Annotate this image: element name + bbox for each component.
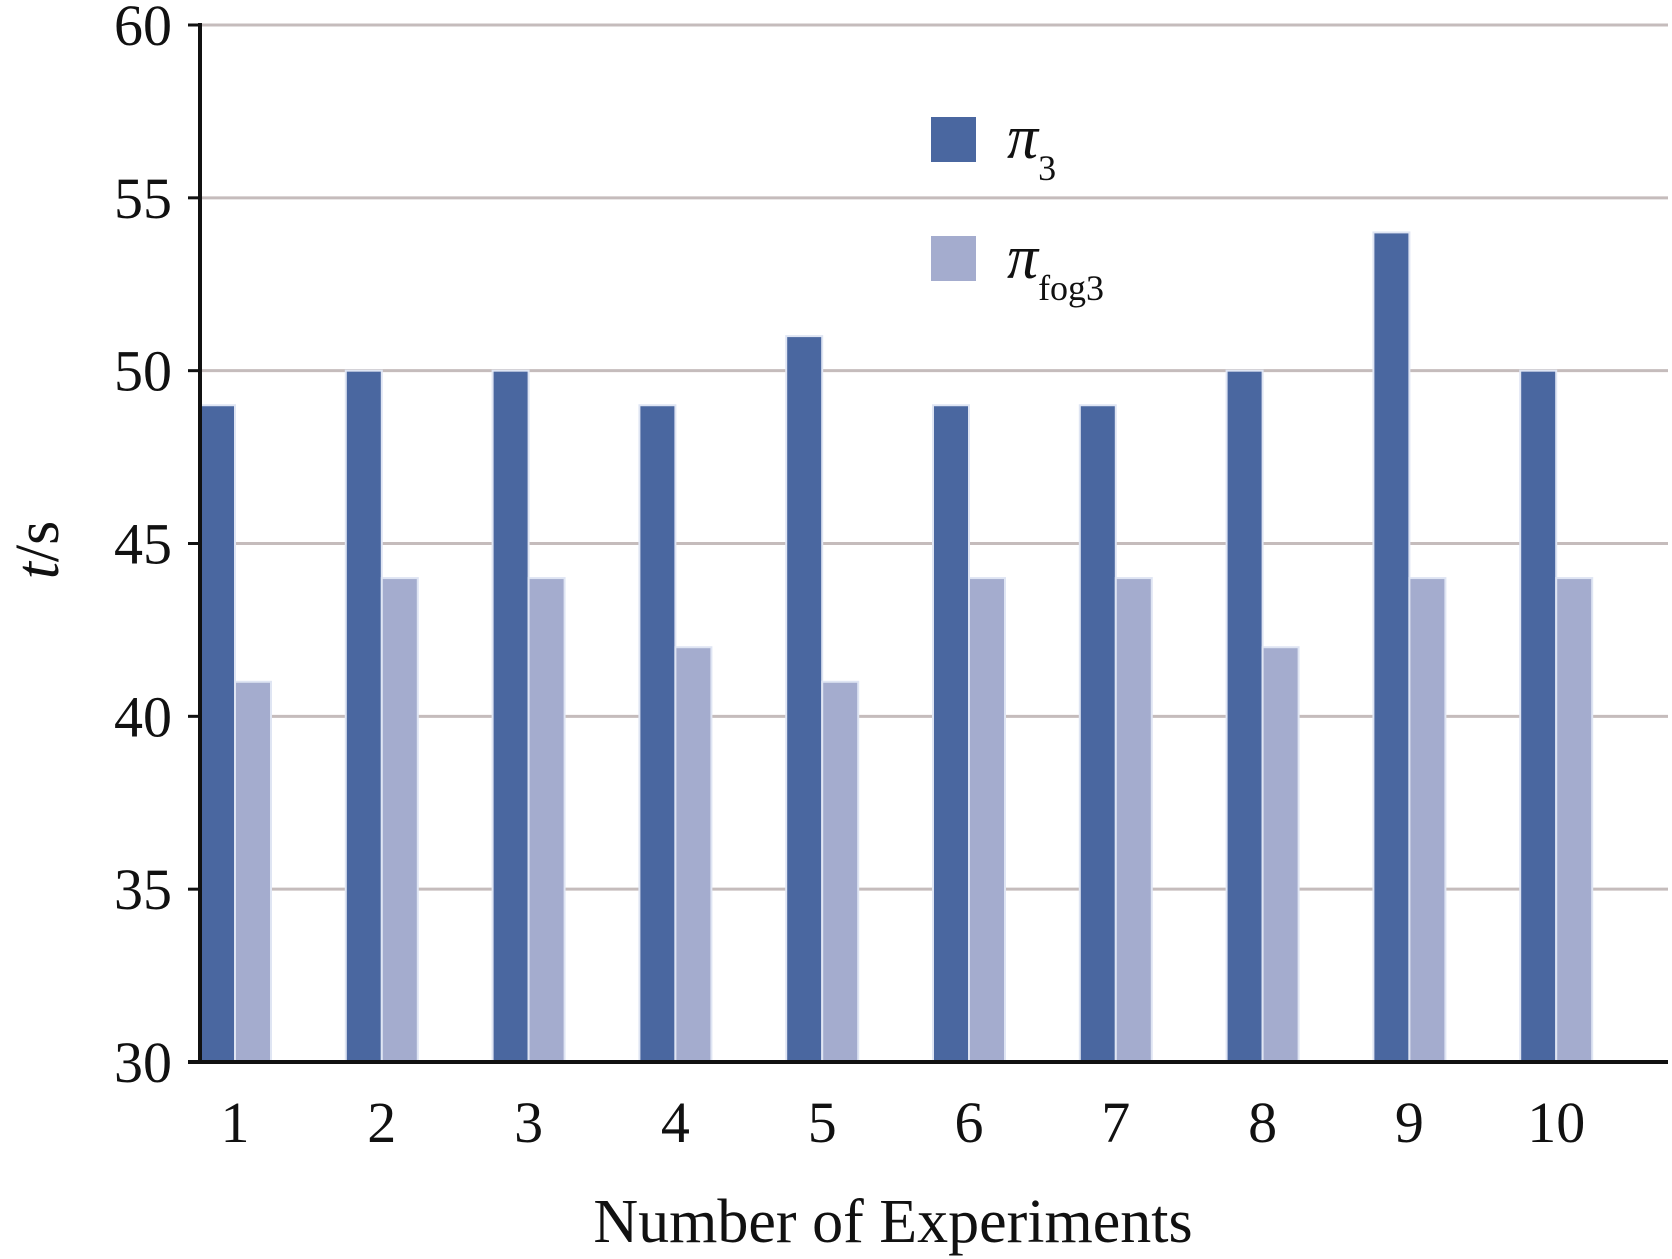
y-tick-label-40: 40 (114, 684, 172, 749)
x-tick-label-8: 8 (1248, 1090, 1277, 1155)
x-tick-label-9: 9 (1395, 1090, 1424, 1155)
y-axis-title: t/s (4, 521, 72, 580)
bar-series1-exp2 (344, 369, 383, 1063)
y-tick-label-50: 50 (114, 339, 172, 404)
x-tick-label-10: 10 (1527, 1090, 1585, 1155)
x-tick-label-7: 7 (1101, 1090, 1130, 1155)
bar-series2-exp5 (821, 680, 860, 1063)
legend: π3 πfog3 (931, 104, 1104, 308)
y-axis-variable: t (4, 560, 72, 579)
x-axis-title: Number of Experiments (593, 1188, 1192, 1256)
bar-series1-exp3 (491, 369, 530, 1063)
y-tick-label-30: 30 (114, 1030, 172, 1095)
bar-series1-exp6 (932, 404, 970, 1063)
bar-series1-exp9 (1372, 231, 1411, 1063)
x-tick-label-4: 4 (661, 1090, 690, 1155)
bar-series2-exp3 (527, 577, 566, 1063)
x-tick-labels: 1 2 3 4 5 6 7 8 9 10 (221, 1090, 1586, 1155)
x-tick-label-1: 1 (221, 1090, 250, 1155)
bar-series2-exp9 (1408, 577, 1447, 1063)
y-tick-label-60: 60 (114, 0, 172, 58)
bar-series2-exp2 (380, 577, 419, 1063)
bar-series1-exp7 (1078, 404, 1117, 1063)
bar-series2-exp7 (1114, 577, 1153, 1063)
legend-label-pi3: π3 (1007, 104, 1056, 188)
bar-series2-exp6 (968, 577, 1006, 1063)
bar-series2-exp8 (1261, 646, 1300, 1063)
bar-series1-exp10 (1519, 369, 1558, 1063)
legend-label-pifog3: πfog3 (1007, 224, 1104, 308)
x-tick-label-6: 6 (955, 1090, 984, 1155)
x-tick-label-2: 2 (367, 1090, 396, 1155)
bars (198, 231, 1594, 1064)
y-tick-label-55: 55 (114, 166, 172, 231)
bar-series2-exp10 (1555, 577, 1594, 1063)
y-tick-label-45: 45 (114, 512, 172, 577)
y-axis-unit: /s (4, 521, 72, 562)
x-tick-label-3: 3 (514, 1090, 543, 1155)
legend-swatch-pifog3 (931, 236, 976, 281)
y-tick-label-35: 35 (114, 857, 172, 922)
bar-series1-exp5 (785, 335, 824, 1064)
bar-series1-exp8 (1225, 369, 1264, 1063)
y-tick-labels: 30 35 40 45 50 55 60 (114, 0, 200, 1095)
bar-series2-exp1 (234, 680, 272, 1063)
x-tick-label-5: 5 (808, 1090, 837, 1155)
bar-series2-exp4 (674, 646, 713, 1063)
bar-series1-exp4 (638, 404, 677, 1063)
bar-series1-exp1 (198, 404, 236, 1063)
legend-swatch-pi3 (931, 117, 976, 162)
